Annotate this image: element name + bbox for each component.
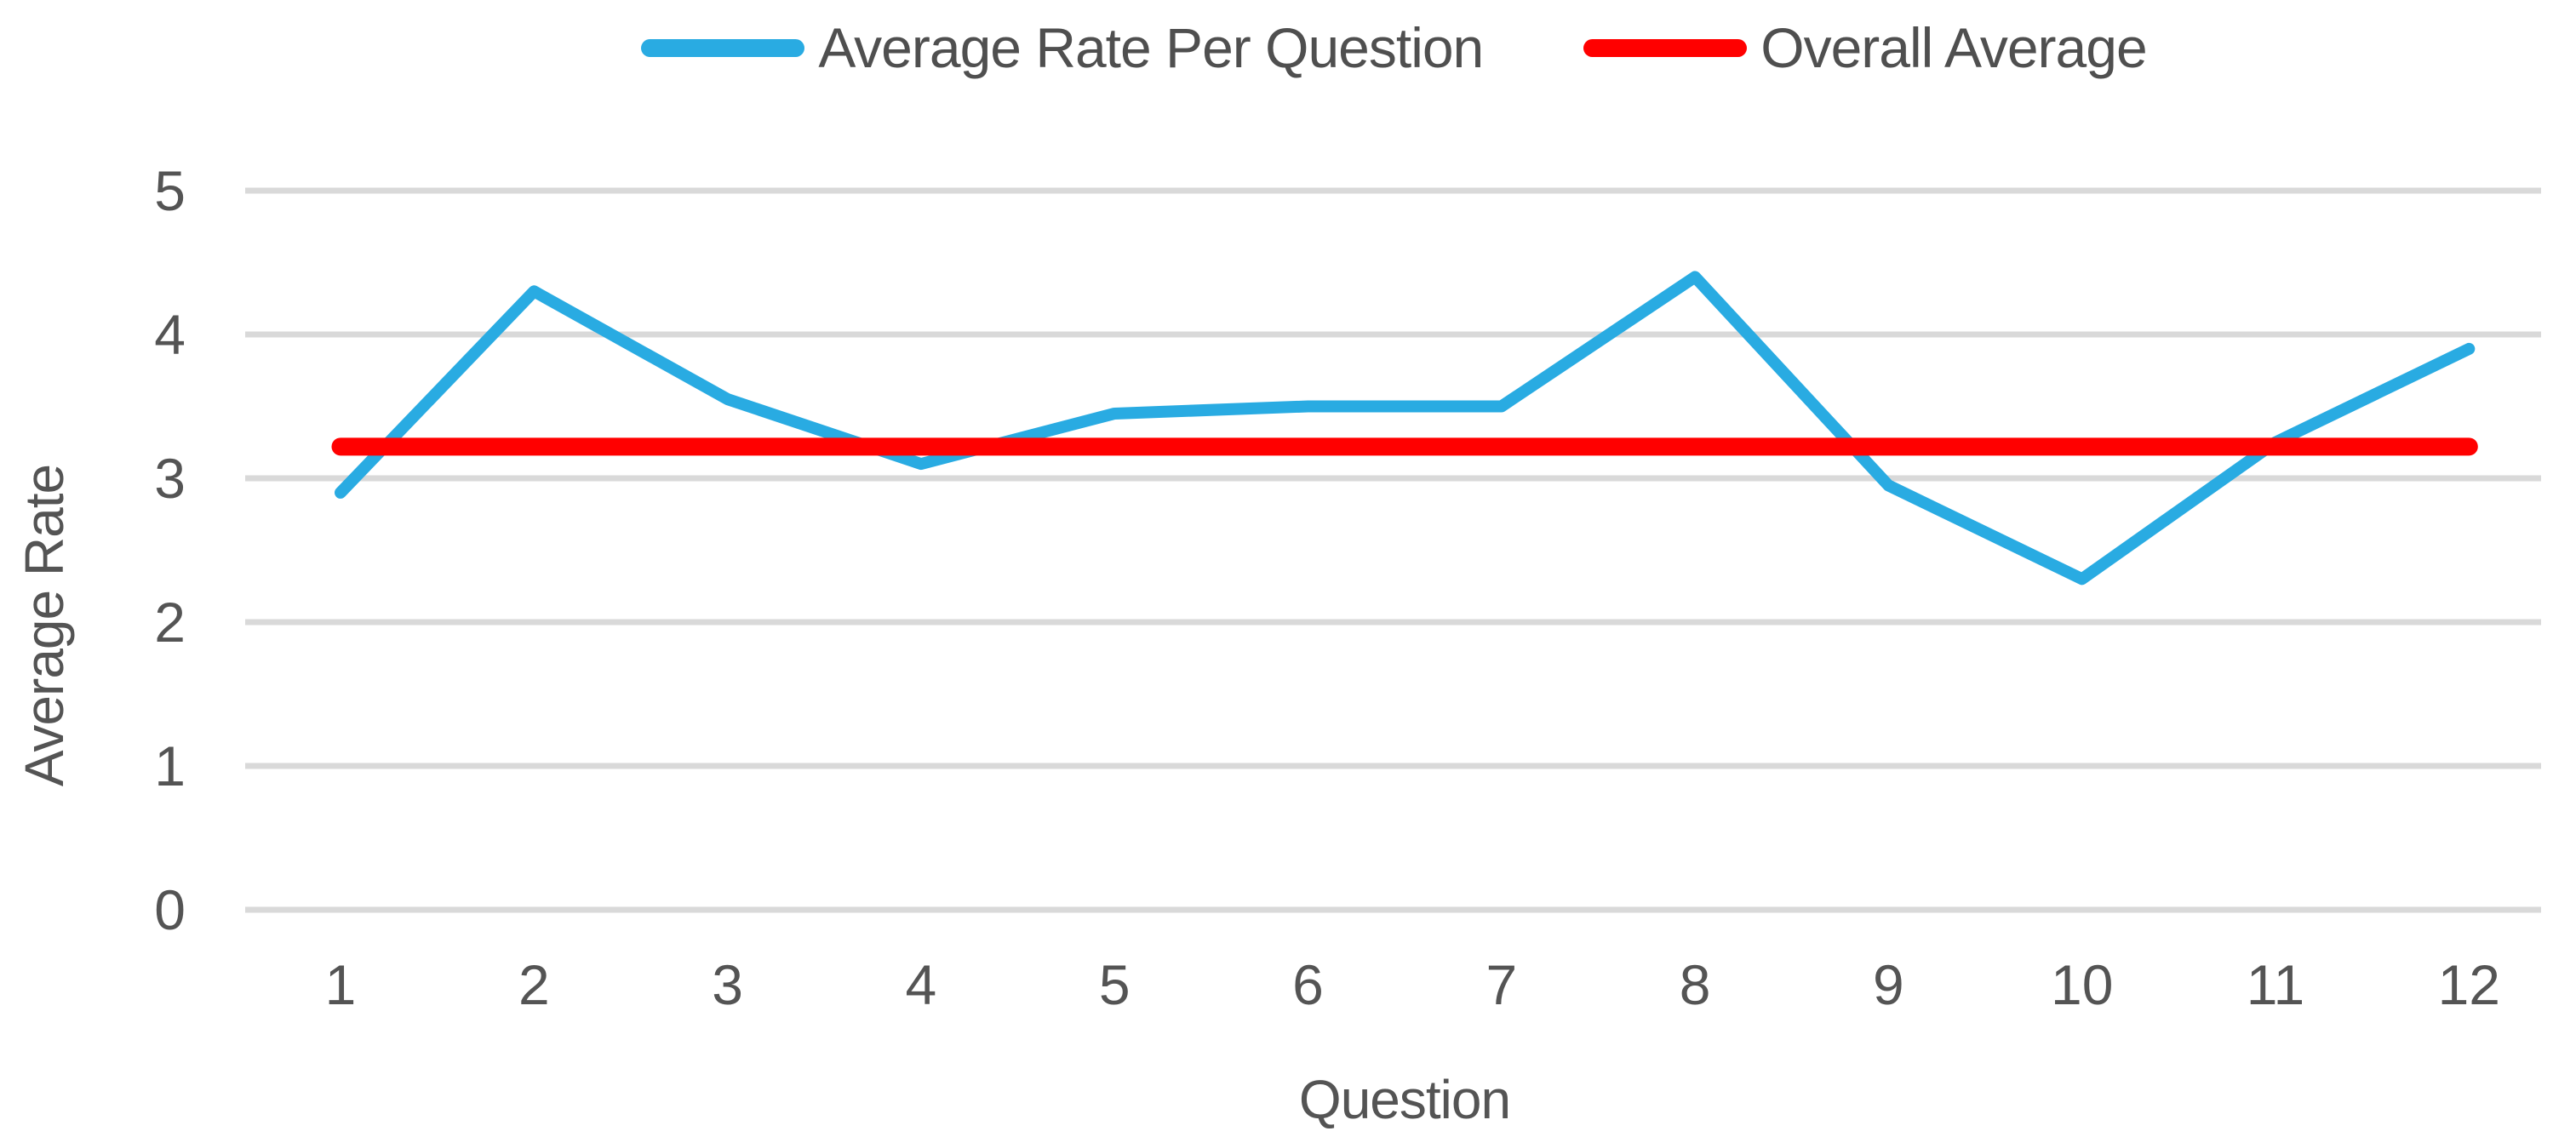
legend-item-overall-average: Overall Average	[1583, 15, 2148, 80]
x-tick-label: 10	[2051, 953, 2113, 1016]
x-tick-label: 9	[1873, 953, 1904, 1016]
y-tick-label: 1	[154, 734, 186, 797]
y-tick-label: 4	[154, 303, 186, 366]
x-tick-label: 7	[1485, 953, 1517, 1016]
x-tick-label: 8	[1680, 953, 1711, 1016]
y-tick-label: 2	[154, 591, 186, 654]
legend-label: Average Rate Per Question	[818, 16, 1484, 79]
x-tick-label: 4	[906, 953, 937, 1016]
legend-swatch-blue-line-icon	[641, 38, 805, 57]
x-tick-label: 11	[2247, 953, 2305, 1016]
x-tick-label: 1	[325, 953, 357, 1016]
series-line-average-rate-per-question	[335, 271, 2476, 586]
y-tick-label: 5	[154, 159, 186, 222]
legend-item-average-rate-per-question: Average Rate Per Question	[641, 15, 1484, 80]
x-tick-label: 6	[1292, 953, 1324, 1016]
y-tick-label: 3	[154, 447, 186, 510]
x-tick-label: 3	[712, 953, 743, 1016]
legend-label: Overall Average	[1760, 16, 2147, 79]
x-tick-label: 12	[2438, 953, 2500, 1016]
chart-legend: Average Rate Per Question Overall Averag…	[247, 0, 2541, 95]
x-tick-label: 5	[1099, 953, 1131, 1016]
y-axis-title: Average Rate	[14, 464, 75, 787]
legend-swatch-red-line-icon	[1583, 38, 1748, 57]
x-tick-label: 2	[518, 953, 550, 1016]
y-tick-label: 0	[154, 878, 186, 941]
x-axis-title: Question	[1298, 1069, 1511, 1130]
